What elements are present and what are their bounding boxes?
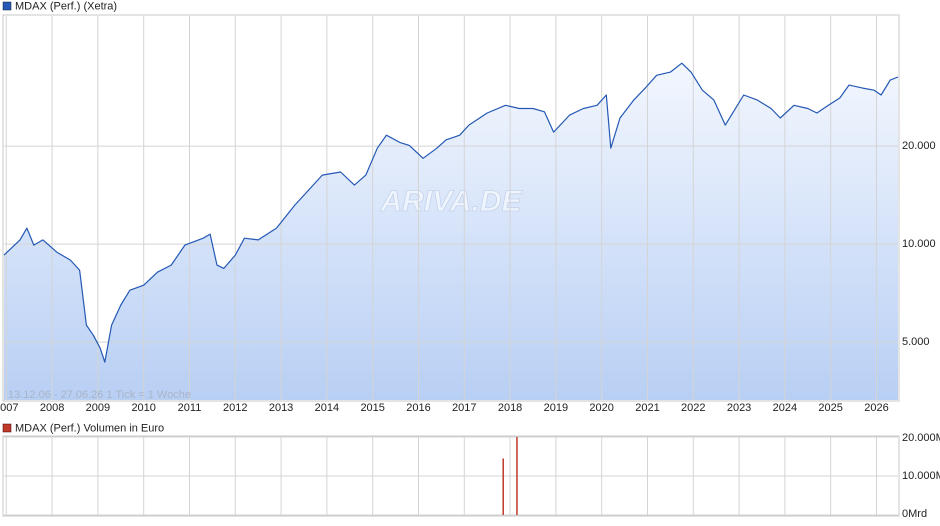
x-tick-label: 2018 bbox=[498, 402, 522, 414]
watermark: ARIVA.DE bbox=[379, 185, 522, 218]
x-tick-label: 2022 bbox=[681, 402, 705, 414]
x-tick-label: 2016 bbox=[406, 402, 430, 414]
area bbox=[4, 63, 898, 400]
x-tick-label: 2008 bbox=[40, 402, 64, 414]
x-tick-label: 2025 bbox=[818, 402, 842, 414]
x-tick-label: 2011 bbox=[178, 402, 202, 414]
volume-bar bbox=[502, 458, 504, 515]
x-tick-label: 2007 bbox=[0, 402, 19, 414]
x-tick-label: 2021 bbox=[635, 402, 659, 414]
x-tick-label: 2015 bbox=[360, 402, 384, 414]
y-tick-label: 0Mrd bbox=[902, 508, 927, 520]
y-tick-label: 20.000 bbox=[902, 140, 936, 152]
y-tick-label: 10.000 bbox=[902, 238, 936, 250]
x-tick-label: 2023 bbox=[727, 402, 751, 414]
plot-frame bbox=[2, 435, 900, 517]
legend-swatch bbox=[2, 423, 12, 433]
x-tick-label: 2019 bbox=[544, 402, 568, 414]
x-tick-label: 2014 bbox=[315, 402, 339, 414]
x-tick-label: 2009 bbox=[86, 402, 110, 414]
y-tick-label: 5.000 bbox=[902, 336, 930, 348]
legend-label: MDAX (Perf.) Volumen in Euro bbox=[15, 422, 164, 434]
range-note: 13.12.06 - 27.06.26 1 Tick = 1 Woche bbox=[8, 389, 191, 401]
legend-label: MDAX (Perf.) (Xetra) bbox=[15, 0, 117, 12]
y-tick-label: 20.000M bbox=[902, 432, 940, 444]
x-tick-label: 2020 bbox=[589, 402, 613, 414]
x-tick-label: 2010 bbox=[131, 402, 155, 414]
legend-swatch bbox=[2, 1, 12, 11]
x-tick-label: 2013 bbox=[269, 402, 293, 414]
x-tick-label: 2026 bbox=[864, 402, 888, 414]
x-tick-label: 2024 bbox=[773, 402, 797, 414]
volume-bar bbox=[516, 437, 518, 515]
y-tick-label: 10.000M bbox=[902, 470, 940, 482]
plot-frame bbox=[2, 14, 900, 402]
price-line bbox=[3, 62, 899, 363]
x-tick-label: 2012 bbox=[223, 402, 247, 414]
x-tick-label: 2017 bbox=[452, 402, 476, 414]
